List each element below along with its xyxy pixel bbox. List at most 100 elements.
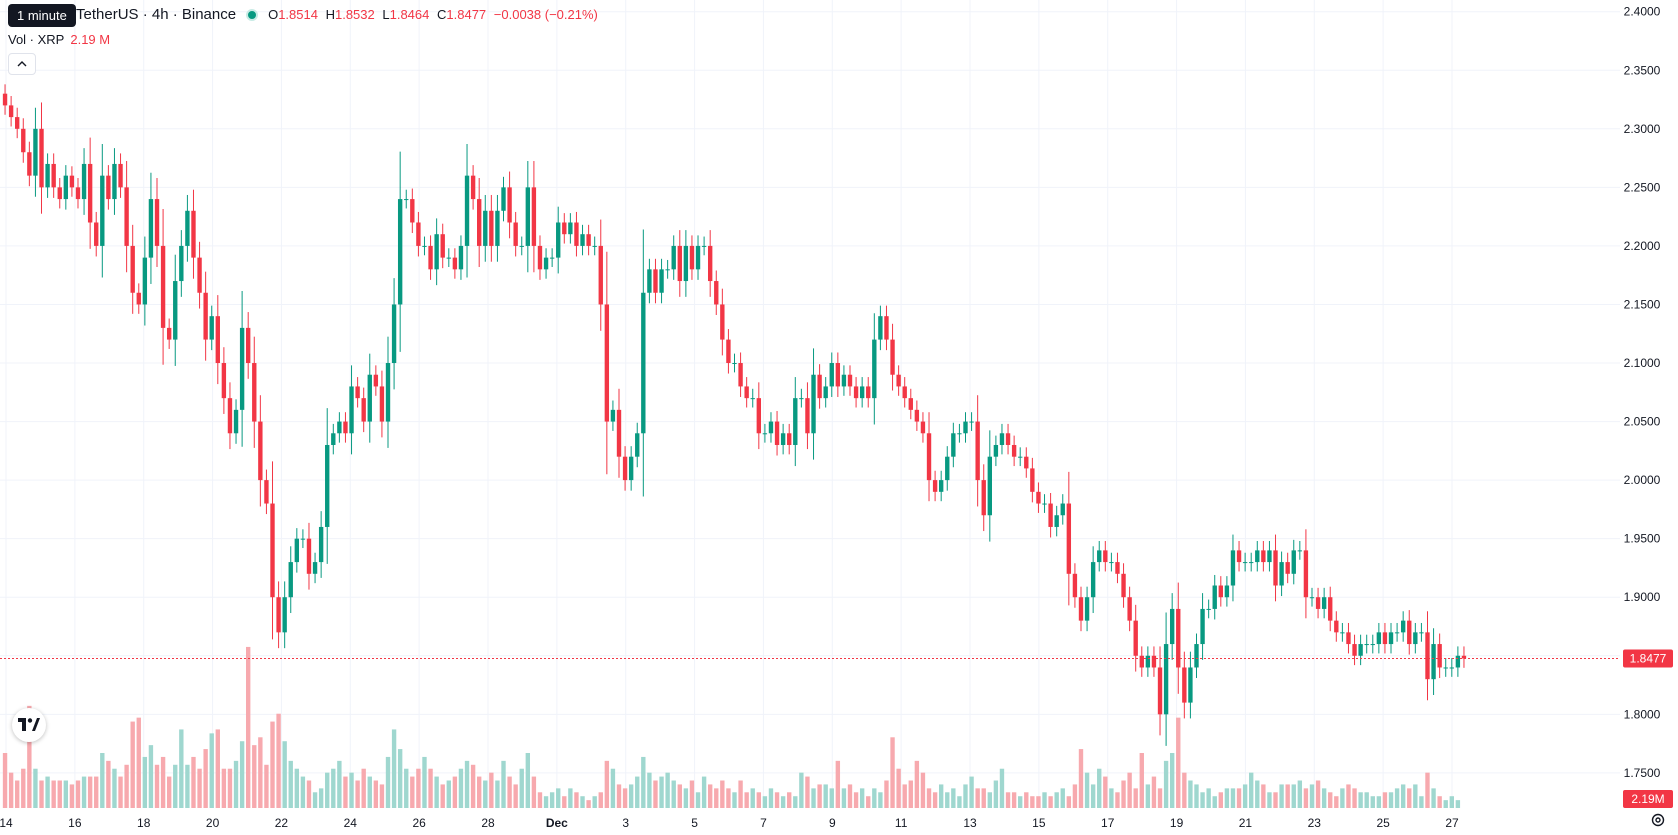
volume-bar: [81, 776, 87, 808]
volume-bar: [197, 768, 202, 808]
volume-bar: [604, 760, 610, 808]
market-status-icon[interactable]: [246, 8, 259, 21]
candle-body: [142, 257, 148, 305]
candle-body: [440, 234, 445, 258]
volume-bar: [1212, 796, 1217, 808]
price-axis[interactable]: 2.4000 2.3500 2.3000 2.2500 2.2000 2.1500 2.10…: [1624, 5, 1661, 780]
candle-body: [902, 386, 907, 399]
last-price-label: 1.8477: [1623, 649, 1673, 668]
volume-bar: [1054, 792, 1059, 808]
candle-body: [434, 234, 439, 270]
candle-body: [1261, 550, 1266, 563]
candle-body: [720, 304, 725, 340]
volume-bar: [701, 776, 707, 808]
volume-bar: [896, 768, 901, 808]
candle-body: [732, 363, 737, 365]
candle-body: [914, 409, 920, 422]
x-tick-label: 14: [0, 816, 13, 830]
volume-bar: [379, 784, 385, 808]
volume-bar: [1449, 796, 1454, 808]
candle-body: [689, 245, 695, 270]
volume-bar: [647, 772, 652, 808]
chevron-up-icon[interactable]: [8, 53, 36, 75]
candle-body: [294, 538, 300, 563]
volume-bar: [780, 796, 786, 808]
volume-bar: [1127, 772, 1132, 808]
candle-body: [1364, 644, 1369, 646]
volume-bar: [975, 788, 980, 808]
y-tick-label: 2.0500: [1624, 415, 1661, 429]
candle-body: [81, 163, 87, 200]
time-axis[interactable]: 14 16 18 20 22 24 26 28 Dec 3 5 7 9 11 13 15 17 19 21 23 25 2…: [0, 816, 1459, 830]
volume-bar: [902, 784, 907, 808]
candle-body: [1303, 550, 1309, 598]
y-tick-label: 2.4000: [1624, 5, 1661, 19]
candle-body: [787, 433, 792, 445]
volume-bar: [270, 721, 275, 808]
candle-body: [100, 175, 105, 246]
volume-bar: [957, 796, 962, 808]
volume-bar: [495, 780, 500, 808]
volume-bar: [829, 788, 834, 808]
volume-bar: [774, 792, 780, 808]
candle-body: [926, 433, 932, 481]
volume-bar: [331, 768, 336, 808]
volume-bar: [87, 776, 93, 808]
candlesticks: [2, 84, 1467, 746]
candle-body: [610, 409, 616, 422]
volume-bar: [1273, 792, 1278, 808]
candle-body: [1163, 644, 1169, 715]
ohlc-low-value: 1.8464: [389, 7, 430, 22]
volume-bar: [1176, 717, 1181, 808]
candle-body: [1419, 632, 1424, 634]
candle-body: [1328, 597, 1333, 621]
candle-body: [1109, 562, 1114, 564]
volume-bar: [1419, 796, 1424, 808]
candle-body: [1024, 456, 1029, 469]
candle-body: [671, 245, 676, 270]
volume-bar: [799, 772, 804, 808]
volume-bar: [1255, 780, 1260, 808]
tradingview-logo-icon[interactable]: [12, 708, 46, 742]
candle-body: [762, 433, 768, 435]
y-tick-label: 2.1000: [1624, 356, 1661, 370]
candle-body: [519, 245, 524, 247]
volume-bar: [1370, 796, 1375, 808]
candle-body: [987, 456, 992, 516]
volume-bar: [410, 776, 415, 808]
candle-body: [835, 363, 841, 387]
volume-bar: [1303, 788, 1309, 808]
candle-body: [410, 199, 415, 223]
volume-bar: [823, 784, 828, 808]
volume-bar: [1425, 772, 1430, 808]
candle-body: [264, 480, 269, 504]
candle-body: [1352, 644, 1357, 656]
ohlc-close-value: 1.8477: [446, 7, 487, 22]
candle-body: [945, 456, 950, 481]
ohlc-close-label: C: [437, 7, 447, 22]
volume-bar: [404, 768, 409, 808]
volume-bar: [2, 753, 8, 808]
candle-body: [2, 93, 8, 106]
candle-body: [635, 433, 640, 457]
candle-body: [780, 433, 786, 445]
gear-icon[interactable]: [1650, 812, 1666, 831]
candle-body: [483, 210, 488, 246]
candle-body: [750, 398, 755, 400]
candle-body: [531, 187, 537, 246]
volume-label: Vol · XRP: [8, 32, 65, 47]
volume-bar: [264, 764, 269, 808]
interval-tooltip: 1 minute: [8, 4, 76, 27]
candle-body: [1200, 608, 1205, 645]
y-tick-label: 1.7500: [1624, 766, 1661, 780]
candle-body: [969, 421, 974, 423]
symbol-title[interactable]: TetherUS · 4h · Binance: [76, 6, 237, 23]
last-price-text: 1.8477: [1630, 651, 1667, 665]
volume-bar: [945, 792, 950, 808]
candle-body: [1182, 667, 1187, 703]
candle-body: [774, 421, 780, 445]
candle-body: [318, 526, 324, 563]
volume-bar: [951, 788, 956, 808]
volume-bar: [1309, 784, 1315, 808]
